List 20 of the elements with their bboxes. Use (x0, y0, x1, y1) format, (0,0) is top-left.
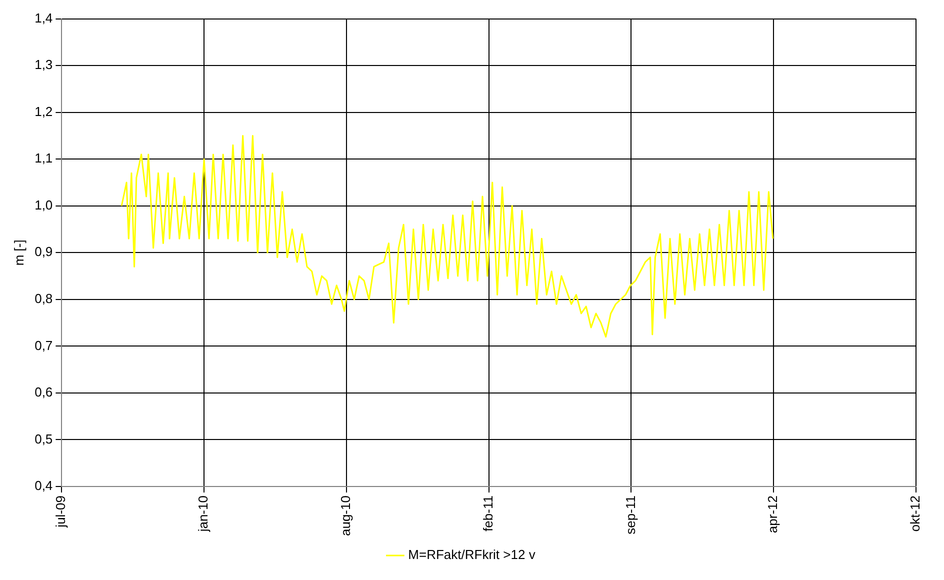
y-tick-label: 0,8 (34, 291, 53, 306)
y-axis-title: m [-] (11, 240, 26, 266)
y-tick-label: 1,2 (34, 104, 53, 119)
x-tick-label: okt-12 (908, 496, 923, 532)
y-tick-label: 0,6 (34, 384, 53, 400)
y-tick-label: 1,4 (34, 10, 53, 26)
x-tick-label: jan-10 (196, 496, 211, 533)
y-tick-label: 0,9 (34, 244, 53, 260)
x-tick-label: feb-11 (480, 496, 496, 532)
x-tick-label: jul-09 (53, 496, 68, 528)
y-tick-label: 0,4 (34, 478, 53, 494)
y-tick-label: 1,1 (34, 150, 53, 166)
x-tick-label: sep-11 (622, 496, 638, 534)
x-tick-label: aug-10 (338, 496, 354, 536)
y-tick-label: 0,7 (34, 338, 53, 353)
y-tick-label: 1,0 (34, 197, 53, 212)
legend-label: M=RFakt/RFkrit >12 v (408, 547, 536, 562)
y-tick-label: 0,5 (34, 431, 53, 446)
x-tick-label: apr-12 (765, 496, 780, 534)
y-tick-label: 1,3 (34, 57, 53, 72)
